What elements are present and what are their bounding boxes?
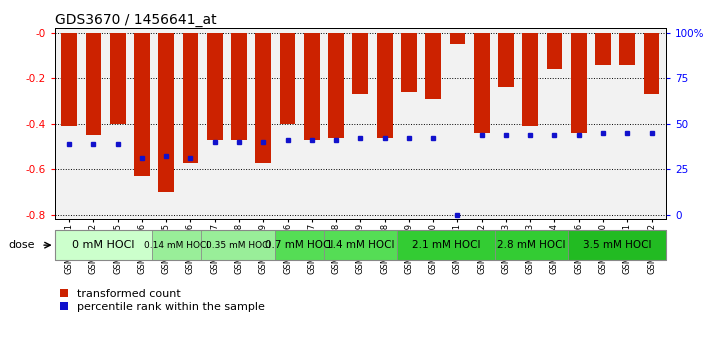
Text: GDS3670 / 1456641_at: GDS3670 / 1456641_at (55, 13, 216, 27)
Bar (324, 230, 397, 260)
Text: dose: dose (9, 240, 35, 250)
Bar (328, 33, 344, 138)
Legend: transformed count, percentile rank within the sample: transformed count, percentile rank withi… (60, 289, 265, 312)
Bar (183, 33, 199, 162)
Bar (61, 33, 77, 126)
Bar (304, 33, 320, 140)
Bar (86, 33, 101, 135)
Bar (55, 230, 152, 260)
Text: 0 mM HOCl: 0 mM HOCl (72, 240, 135, 250)
Bar (425, 33, 441, 99)
Text: 0.14 mM HOCl: 0.14 mM HOCl (144, 241, 210, 250)
Bar (256, 33, 271, 162)
Bar (274, 230, 324, 260)
Bar (569, 230, 666, 260)
Bar (450, 33, 465, 44)
Bar (498, 33, 514, 87)
Bar (134, 33, 150, 176)
Bar (110, 33, 126, 124)
Bar (401, 33, 417, 92)
Bar (377, 33, 392, 138)
Bar (280, 33, 296, 124)
Bar (620, 33, 635, 65)
Bar (571, 33, 587, 133)
Bar (523, 33, 538, 126)
Bar (202, 230, 274, 260)
Text: 0.7 mM HOCl: 0.7 mM HOCl (265, 240, 333, 250)
Text: 3.5 mM HOCl: 3.5 mM HOCl (583, 240, 652, 250)
Bar (159, 33, 174, 192)
Text: 0.35 mM HOCl: 0.35 mM HOCl (205, 241, 271, 250)
Bar (397, 230, 495, 260)
Bar (644, 33, 660, 94)
Text: 2.8 mM HOCl: 2.8 mM HOCl (497, 240, 566, 250)
Bar (207, 33, 223, 140)
Bar (474, 33, 489, 133)
Bar (352, 33, 368, 94)
Bar (547, 33, 563, 69)
Bar (596, 33, 611, 65)
Bar (232, 33, 247, 140)
Text: 2.1 mM HOCl: 2.1 mM HOCl (412, 240, 480, 250)
Bar (495, 230, 569, 260)
Bar (152, 230, 202, 260)
Text: 1.4 mM HOCl: 1.4 mM HOCl (326, 240, 395, 250)
